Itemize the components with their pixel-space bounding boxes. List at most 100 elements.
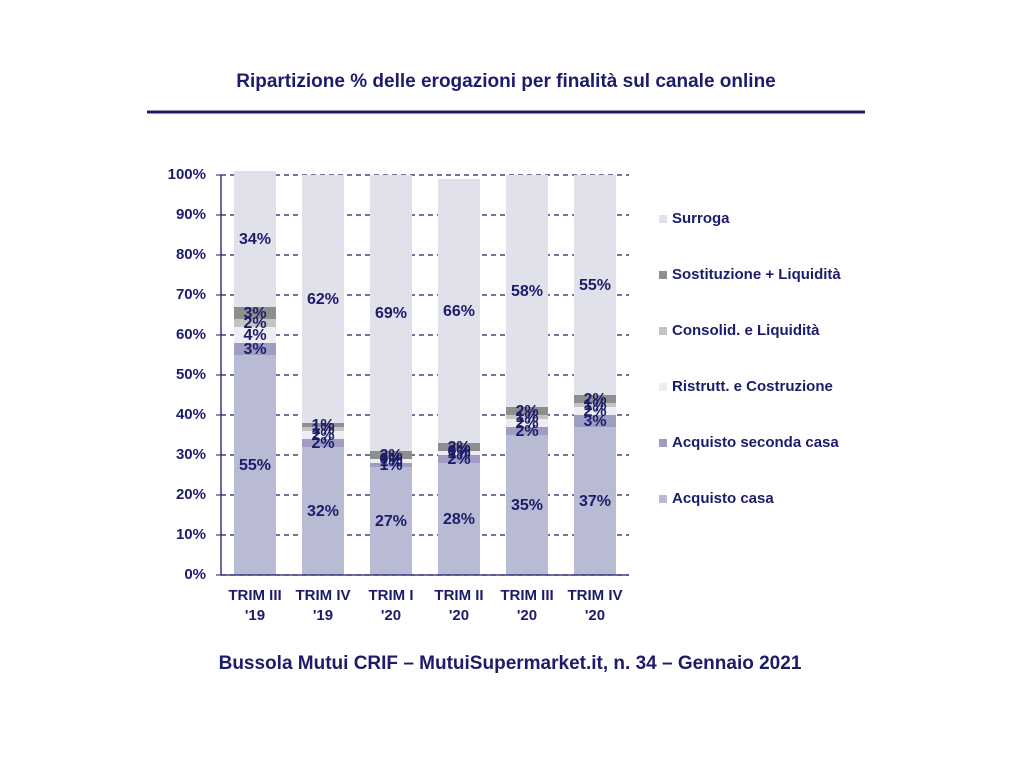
bar-segment: [506, 175, 548, 407]
bar-segment: [574, 395, 616, 403]
y-tick-label: 100%: [168, 166, 206, 183]
bar-segment: [574, 403, 616, 407]
bar-segment: [438, 443, 480, 451]
y-tick-label: 40%: [176, 406, 206, 423]
data-label: 0%: [447, 443, 470, 460]
data-label: 66%: [443, 303, 475, 320]
bar-segment: [574, 415, 616, 427]
y-tick-label: 20%: [176, 486, 206, 503]
bar-segment: [234, 171, 276, 307]
bar-segment: [370, 463, 412, 467]
bar-segment: [438, 463, 480, 575]
bar-segment: [506, 407, 548, 415]
bar-segment: [438, 451, 480, 455]
data-label: 1%: [515, 409, 538, 426]
data-label: 58%: [511, 283, 543, 300]
legend-label: Sostituzione + Liquidità: [672, 266, 841, 283]
y-tick-label: 50%: [176, 366, 206, 383]
data-label: 1%: [379, 457, 402, 474]
bar-segment: [234, 355, 276, 575]
bars: [234, 171, 616, 575]
data-label: 2%: [447, 439, 470, 456]
data-label: 35%: [511, 497, 543, 514]
x-tick-label: TRIM IV '20: [568, 587, 623, 624]
data-label: 55%: [579, 277, 611, 294]
data-label: 2%: [515, 403, 538, 420]
bar-segment: [438, 455, 480, 463]
bar-segment: [302, 427, 344, 431]
data-label: 2%: [379, 447, 402, 464]
data-label: 2%: [515, 423, 538, 440]
bar-segment: [234, 327, 276, 343]
data-label: 2%: [583, 391, 606, 408]
bar-segment: [302, 175, 344, 423]
legend-label: Consolid. e Liquidità: [672, 322, 820, 339]
data-label: 2%: [311, 435, 334, 452]
data-label: 62%: [307, 291, 339, 308]
data-label: 55%: [239, 457, 271, 474]
data-label: 3%: [583, 413, 606, 430]
legend-swatch: [659, 495, 667, 503]
bar-segment: [370, 467, 412, 575]
bar-segment: [370, 451, 412, 459]
bar-segment: [574, 175, 616, 395]
bar-segment: [234, 319, 276, 327]
bar-segment: [574, 427, 616, 575]
data-label: 27%: [375, 513, 407, 530]
x-tick-label: TRIM III '20: [500, 587, 553, 624]
data-label: 32%: [307, 503, 339, 520]
data-label: 0%: [379, 451, 402, 468]
x-tick-label: TRIM IV '19: [296, 587, 351, 624]
legend-swatch: [659, 215, 667, 223]
grid: [221, 174, 629, 576]
bar-segment: [234, 307, 276, 319]
legend-swatch: [659, 327, 667, 335]
data-label: 4%: [243, 327, 266, 344]
bar-segment: [302, 423, 344, 427]
data-label: 2%: [243, 315, 266, 332]
x-tick-label: TRIM II '20: [434, 587, 483, 624]
bar-segment: [234, 343, 276, 355]
y-tick-label: 10%: [176, 526, 206, 543]
bar-segment: [506, 419, 548, 427]
data-label: 2%: [515, 415, 538, 432]
data-label: 2%: [447, 451, 470, 468]
bar-segment: [302, 439, 344, 447]
bar-segment: [574, 407, 616, 415]
bar-segment: [302, 447, 344, 575]
bar-segment: [506, 415, 548, 419]
data-label: 34%: [239, 231, 271, 248]
data-label: 2%: [311, 427, 334, 444]
data-label: 1%: [583, 397, 606, 414]
x-tick-label: TRIM III '19: [228, 587, 281, 624]
data-label: 3%: [243, 341, 266, 358]
y-tick-label: 70%: [176, 286, 206, 303]
legend-label: Acquisto seconda casa: [672, 434, 839, 451]
legend-label: Acquisto casa: [672, 490, 774, 507]
bar-segment: [438, 179, 480, 443]
chart-title: Ripartizione % delle erogazioni per fina…: [236, 71, 776, 92]
legend-swatch: [659, 383, 667, 391]
data-label: 3%: [243, 305, 266, 322]
source: Bussola Mutui CRIF – MutuiSupermarket.it…: [219, 653, 802, 674]
bar-segment: [370, 459, 412, 463]
data-label: 1%: [379, 453, 402, 470]
bar-segment: [302, 431, 344, 439]
y-tick-label: 30%: [176, 446, 206, 463]
y-tick-label: 60%: [176, 326, 206, 343]
data-label: 69%: [375, 305, 407, 322]
legend-label: Surroga: [672, 210, 730, 227]
data-label: 28%: [443, 511, 475, 528]
x-tick-label: TRIM I '20: [369, 587, 414, 624]
y-tick-label: 0%: [184, 566, 206, 583]
y-tick-label: 80%: [176, 246, 206, 263]
bar-segment: [506, 427, 548, 435]
y-tick-label: 90%: [176, 206, 206, 223]
legend-label: Ristrutt. e Costruzione: [672, 378, 833, 395]
data-label: 1%: [311, 421, 334, 438]
legend-swatch: [659, 271, 667, 279]
data-label: 1%: [447, 445, 470, 462]
data-label: 2%: [583, 403, 606, 420]
data-label: 37%: [579, 493, 611, 510]
